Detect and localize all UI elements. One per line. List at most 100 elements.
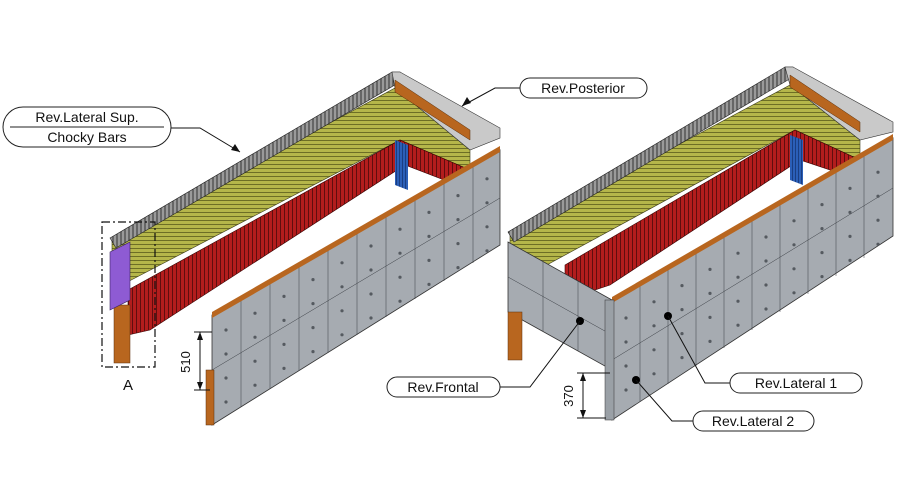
bolt xyxy=(876,242,880,246)
leader-frontal xyxy=(500,320,581,388)
bolt xyxy=(340,333,344,337)
bolt xyxy=(848,210,852,214)
dimension-right-arrow-bottom xyxy=(580,410,586,418)
bolt xyxy=(253,311,257,315)
bolt xyxy=(224,400,228,404)
bolt xyxy=(820,275,824,279)
right-assembly xyxy=(507,66,894,421)
bolt xyxy=(876,218,880,222)
bolt xyxy=(282,294,286,298)
left-blue-end xyxy=(395,140,408,190)
bolt xyxy=(680,308,684,312)
bolt xyxy=(456,194,460,198)
label-lateral-sup: Rev.Lateral Sup. Chocky Bars xyxy=(2,106,172,148)
bolt xyxy=(820,203,824,207)
bolt xyxy=(311,326,315,330)
bolt xyxy=(792,243,796,247)
bolt xyxy=(652,324,656,328)
bolt xyxy=(253,359,257,363)
bolt xyxy=(427,210,431,214)
left-panel-grid xyxy=(211,166,501,407)
bolt xyxy=(224,328,228,332)
bolt xyxy=(764,283,768,287)
bolt xyxy=(398,299,402,303)
label-posterior: Rev.Posterior xyxy=(519,77,648,99)
bolt xyxy=(456,266,460,270)
bolt xyxy=(680,284,684,288)
bolt xyxy=(624,388,628,392)
bolt xyxy=(427,282,431,286)
bolt xyxy=(311,278,315,282)
left-assembly xyxy=(101,71,501,426)
bolt xyxy=(340,309,344,313)
bolt xyxy=(253,335,257,339)
dimension-left-arrow-top xyxy=(197,332,203,340)
bolt xyxy=(652,348,656,352)
label-lateral-2-text: Rev.Lateral 2 xyxy=(712,413,794,429)
left-purple-insert xyxy=(109,241,131,311)
bolt xyxy=(764,307,768,311)
bolt xyxy=(680,356,684,360)
bolt xyxy=(224,352,228,356)
detail-a-frame xyxy=(101,221,156,368)
label-lateral-sup-line1: Rev.Lateral Sup. xyxy=(35,109,138,125)
bolt xyxy=(680,332,684,336)
bolt xyxy=(848,186,852,190)
right-panel-grid xyxy=(611,156,894,402)
bolt xyxy=(427,234,431,238)
detail-a-label: A xyxy=(123,377,133,394)
right-panel-bolts xyxy=(624,170,880,392)
label-posterior-text: Rev.Posterior xyxy=(541,80,625,96)
bolt xyxy=(456,218,460,222)
right-posterior-wood xyxy=(789,74,861,133)
right-panel-top-wood xyxy=(612,134,893,303)
label-lateral-1: Rev.Lateral 1 xyxy=(729,372,863,394)
bolt xyxy=(624,340,628,344)
bolt xyxy=(311,302,315,306)
bolt xyxy=(369,244,373,248)
bolt xyxy=(848,258,852,262)
bolt xyxy=(764,235,768,239)
leader-lateral-sup xyxy=(170,127,241,153)
bolt xyxy=(224,376,228,380)
left-panel-top-wood xyxy=(212,146,500,318)
bolt xyxy=(708,267,712,271)
bolt xyxy=(624,364,628,368)
right-front-post xyxy=(507,311,523,361)
bolt xyxy=(311,350,315,354)
bolt xyxy=(369,268,373,272)
bolt xyxy=(340,261,344,265)
label-lateral-1-text: Rev.Lateral 1 xyxy=(755,375,837,391)
dimension-left-arrow-bottom xyxy=(197,382,203,390)
left-red-lining xyxy=(127,139,471,336)
bolt xyxy=(282,342,286,346)
arrow-lateral-sup xyxy=(231,144,240,152)
bolt xyxy=(369,292,373,296)
dimension-left-text: 510 xyxy=(178,351,193,373)
label-lateral-sup-line2: Chocky Bars xyxy=(47,129,126,145)
bolt xyxy=(652,300,656,304)
bolt xyxy=(485,249,489,253)
bolt xyxy=(736,251,740,255)
bolt xyxy=(253,383,257,387)
leader-lines xyxy=(170,87,730,422)
bolt xyxy=(485,177,489,181)
arrow-posterior xyxy=(462,97,471,106)
bolt xyxy=(624,316,628,320)
bolt xyxy=(398,275,402,279)
dimension-right-text: 370 xyxy=(561,385,576,407)
bolt xyxy=(708,339,712,343)
bolt xyxy=(427,258,431,262)
bolt xyxy=(282,318,286,322)
bolt xyxy=(792,219,796,223)
left-front-post xyxy=(205,369,215,426)
bolt xyxy=(820,251,824,255)
bolt xyxy=(485,225,489,229)
dimension-left xyxy=(194,331,212,391)
bolt xyxy=(764,259,768,263)
leader-posterior xyxy=(461,87,520,107)
bolt xyxy=(736,323,740,327)
bolt xyxy=(398,227,402,231)
left-posterior-wood xyxy=(394,79,471,141)
bolt xyxy=(876,170,880,174)
